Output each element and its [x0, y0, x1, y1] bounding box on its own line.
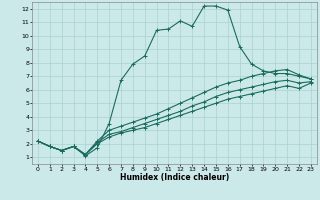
X-axis label: Humidex (Indice chaleur): Humidex (Indice chaleur) [120, 173, 229, 182]
